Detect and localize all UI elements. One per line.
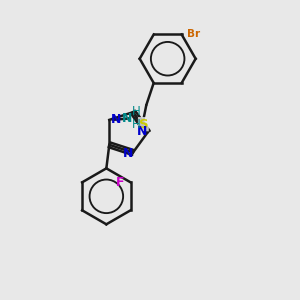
Text: H: H: [131, 118, 140, 131]
Text: N: N: [122, 112, 132, 125]
Text: H: H: [131, 104, 140, 118]
Text: N: N: [122, 148, 133, 160]
Text: F: F: [116, 176, 125, 189]
Text: N: N: [137, 125, 148, 138]
Text: N: N: [111, 113, 121, 126]
Text: S: S: [139, 118, 148, 131]
Text: Br: Br: [187, 29, 200, 39]
